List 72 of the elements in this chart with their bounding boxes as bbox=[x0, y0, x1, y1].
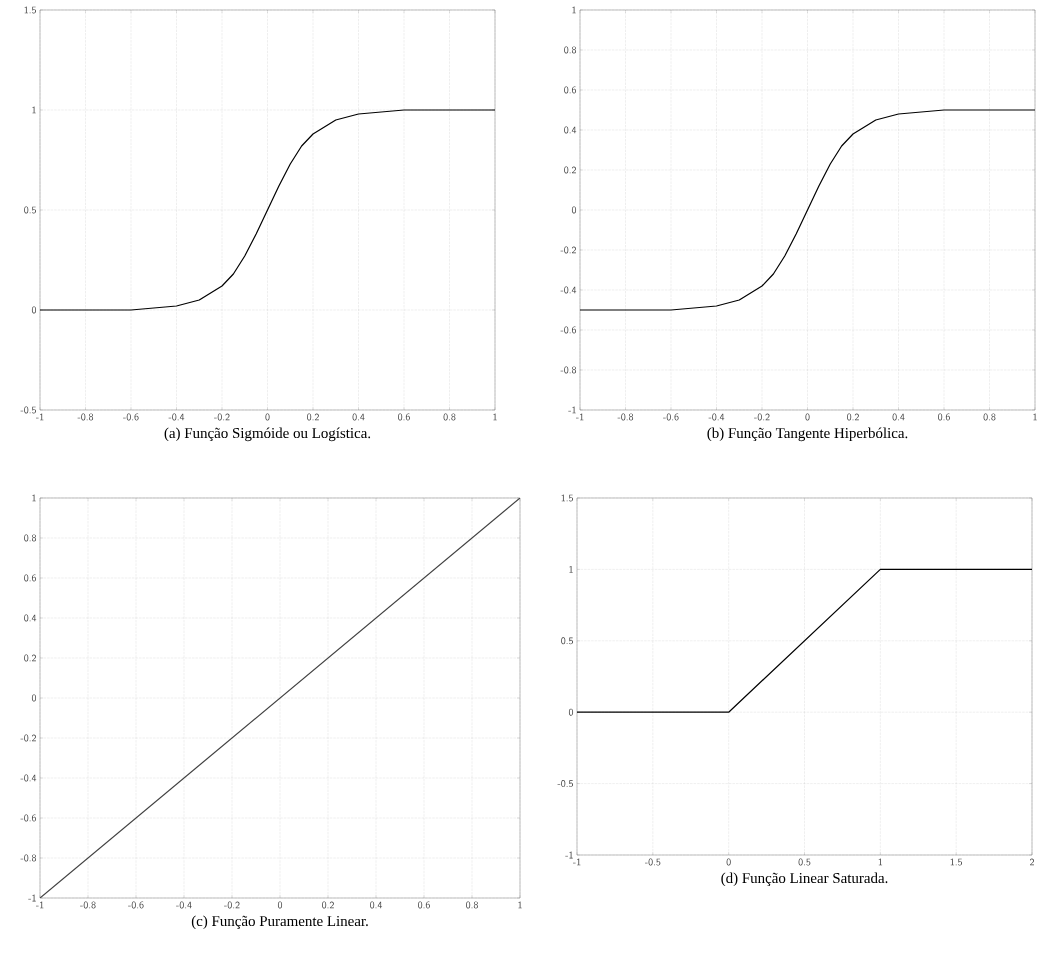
y-tick-label: 0.8 bbox=[24, 534, 37, 542]
y-tick-label: -0.2 bbox=[20, 734, 36, 742]
x-tick-label: -0.6 bbox=[663, 413, 679, 421]
y-tick-label: -0.8 bbox=[560, 366, 577, 374]
x-tick-label: -0.2 bbox=[754, 413, 770, 421]
x-tick-label: 0.6 bbox=[398, 413, 410, 421]
x-tick-label: -0.6 bbox=[123, 413, 139, 421]
y-tick-label: 1 bbox=[572, 6, 576, 14]
x-tick-label: -0.4 bbox=[176, 901, 192, 909]
y-tick-label: 0 bbox=[31, 694, 37, 702]
x-tick-label: 0.8 bbox=[983, 413, 996, 421]
x-tick-label: -0.2 bbox=[214, 413, 230, 421]
x-tick-label: -0.2 bbox=[224, 901, 240, 909]
x-tick-label: 1 bbox=[878, 858, 883, 866]
x-tick-label: 0.8 bbox=[443, 413, 456, 421]
y-tick-label: -1 bbox=[568, 406, 576, 414]
y-tick-label: 1 bbox=[32, 106, 36, 114]
x-tick-label: 0.8 bbox=[466, 901, 478, 909]
x-tick-label: 1 bbox=[518, 901, 522, 909]
y-tick-label: 0.4 bbox=[24, 614, 37, 622]
y-tick-label: 0.6 bbox=[564, 86, 577, 94]
x-tick-label: 0.4 bbox=[352, 413, 365, 421]
x-tick-label: 0.6 bbox=[938, 413, 950, 421]
x-tick-label: 0 bbox=[805, 413, 810, 421]
y-tick-label: -0.6 bbox=[20, 814, 37, 822]
y-tick-label: 1 bbox=[32, 494, 36, 502]
x-tick-label: -0.8 bbox=[77, 413, 94, 421]
x-tick-label: 1 bbox=[1033, 413, 1037, 421]
y-tick-label: -1 bbox=[565, 851, 573, 859]
x-tick-label: 0.2 bbox=[847, 413, 859, 421]
y-tick-label: 0 bbox=[31, 306, 37, 314]
y-tick-label: 1.5 bbox=[561, 494, 573, 502]
x-tick-label: -0.5 bbox=[644, 858, 661, 866]
text: (b) Função Tangente Hiperbólica. bbox=[707, 427, 908, 442]
y-tick-label: -0.5 bbox=[557, 780, 573, 788]
x-tick-label: 0.4 bbox=[370, 901, 383, 909]
y-tick-label: 0.5 bbox=[561, 637, 573, 645]
x-tick-label: 0.2 bbox=[307, 413, 319, 421]
x-tick-label: -0.6 bbox=[128, 901, 144, 909]
y-tick-label: -1 bbox=[28, 894, 36, 902]
x-tick-label: 0.6 bbox=[418, 901, 430, 909]
y-tick-label: 1.5 bbox=[24, 6, 36, 14]
y-tick-label: -0.4 bbox=[560, 286, 577, 294]
x-tick-label: 1.5 bbox=[950, 858, 963, 866]
y-tick-label: -0.2 bbox=[560, 246, 576, 254]
x-tick-label: -0.8 bbox=[617, 413, 634, 421]
x-tick-label: 0 bbox=[726, 858, 731, 866]
x-tick-label: 2 bbox=[1029, 858, 1034, 866]
y-tick-label: 0.4 bbox=[564, 126, 577, 134]
x-tick-label: 0.4 bbox=[892, 413, 905, 421]
text: (c) Função Puramente Linear. bbox=[191, 915, 368, 930]
y-tick-label: 0.5 bbox=[24, 206, 36, 214]
y-tick-label: 0.6 bbox=[24, 574, 37, 582]
x-tick-label: 0 bbox=[277, 901, 283, 909]
y-tick-label: -0.5 bbox=[20, 406, 36, 414]
y-tick-label: 0 bbox=[571, 206, 577, 214]
x-tick-label: 0.2 bbox=[322, 901, 334, 909]
x-tick-label: 1 bbox=[493, 413, 497, 421]
y-tick-label: 0.2 bbox=[24, 654, 36, 662]
x-tick-label: 0 bbox=[265, 413, 270, 421]
x-tick-label: -0.4 bbox=[708, 413, 725, 421]
text: (a) Função Sigmóide ou Logística. bbox=[164, 427, 371, 442]
x-tick-label: 0.5 bbox=[798, 858, 811, 866]
y-tick-label: 1 bbox=[569, 566, 573, 573]
y-tick-label: -0.6 bbox=[560, 326, 577, 334]
y-tick-label: 0.8 bbox=[564, 46, 577, 54]
y-tick-label: -0.4 bbox=[20, 774, 37, 782]
text: (d) Função Linear Saturada. bbox=[721, 872, 888, 887]
x-tick-label: -0.8 bbox=[80, 901, 96, 909]
y-tick-label: 0 bbox=[568, 708, 574, 716]
x-tick-label: -0.4 bbox=[168, 413, 185, 421]
y-tick-label: 0.2 bbox=[564, 166, 576, 174]
